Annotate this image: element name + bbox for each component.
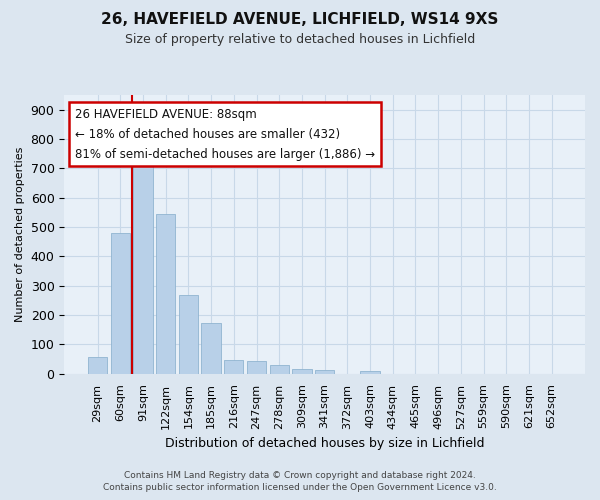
Text: Size of property relative to detached houses in Lichfield: Size of property relative to detached ho… bbox=[125, 32, 475, 46]
Text: Contains HM Land Registry data © Crown copyright and database right 2024.
Contai: Contains HM Land Registry data © Crown c… bbox=[103, 471, 497, 492]
Bar bbox=[292, 369, 311, 374]
Bar bbox=[156, 214, 175, 374]
Bar bbox=[179, 294, 198, 374]
Bar bbox=[88, 357, 107, 374]
Bar bbox=[361, 372, 380, 374]
Bar bbox=[247, 360, 266, 374]
Bar bbox=[110, 233, 130, 374]
Text: 26, HAVEFIELD AVENUE, LICHFIELD, WS14 9XS: 26, HAVEFIELD AVENUE, LICHFIELD, WS14 9X… bbox=[101, 12, 499, 28]
Bar bbox=[202, 324, 221, 374]
X-axis label: Distribution of detached houses by size in Lichfield: Distribution of detached houses by size … bbox=[165, 437, 484, 450]
Bar bbox=[269, 365, 289, 374]
Bar bbox=[224, 360, 244, 374]
Text: 26 HAVEFIELD AVENUE: 88sqm
← 18% of detached houses are smaller (432)
81% of sem: 26 HAVEFIELD AVENUE: 88sqm ← 18% of deta… bbox=[74, 108, 375, 160]
Y-axis label: Number of detached properties: Number of detached properties bbox=[15, 146, 25, 322]
Bar bbox=[133, 162, 152, 374]
Bar bbox=[315, 370, 334, 374]
